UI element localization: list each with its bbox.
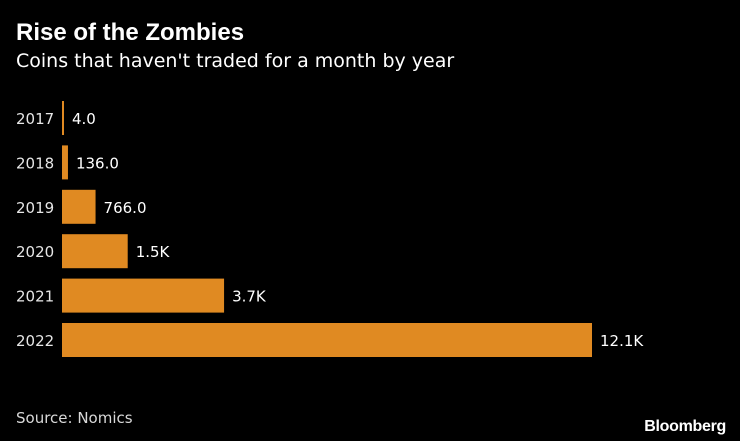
bar-2017 — [62, 101, 64, 135]
data-label-2018: 136.0 — [76, 154, 119, 172]
bar-chart: 2017 4.0 2018 136.0 2019 766.0 2020 1.5K 2021 3.7… — [16, 101, 644, 357]
data-label-2022: 12.1K — [600, 332, 644, 350]
bar-2020 — [62, 234, 128, 269]
bar-2022 — [62, 323, 592, 357]
data-label-2017: 4.0 — [72, 110, 96, 128]
category-label-2017: 2017 — [16, 110, 54, 128]
category-label-2018: 2018 — [16, 154, 54, 172]
data-label-2021: 3.7K — [232, 288, 267, 306]
source-note: Source: Nomics — [16, 409, 133, 427]
bloomberg-logo: Bloomberg — [644, 418, 726, 435]
category-label-2019: 2019 — [16, 199, 54, 217]
bar-2021 — [62, 278, 225, 313]
category-label-2021: 2021 — [16, 288, 54, 306]
data-label-2019: 766.0 — [104, 199, 147, 217]
category-label-2020: 2020 — [16, 243, 54, 261]
bar-2018 — [62, 145, 68, 180]
chart-title: Rise of the Zombies — [16, 19, 245, 46]
category-label-2022: 2022 — [16, 332, 54, 350]
chart-subtitle: Coins that haven't traded for a month by… — [16, 50, 455, 72]
data-label-2020: 1.5K — [136, 243, 171, 261]
bar-2019 — [62, 189, 96, 224]
